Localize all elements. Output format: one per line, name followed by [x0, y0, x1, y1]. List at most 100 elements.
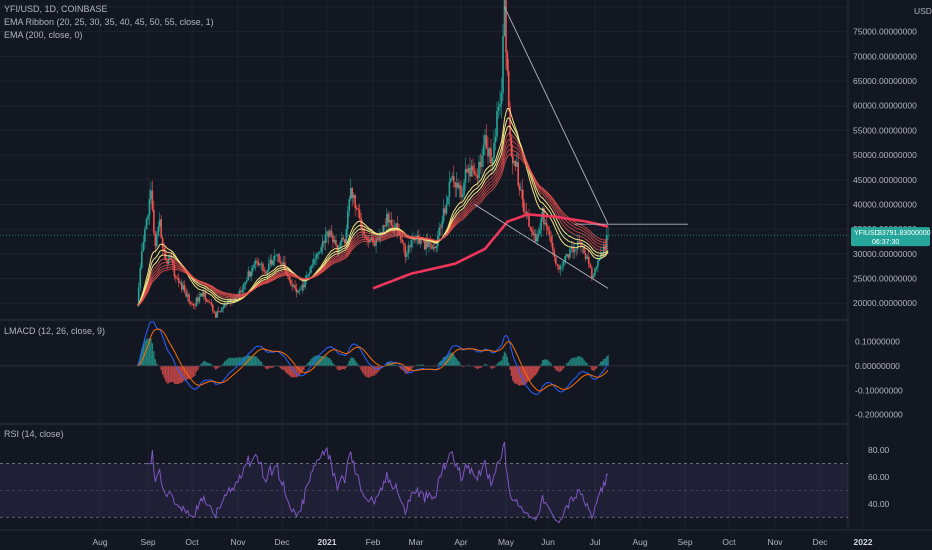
ema-ribbon-legend[interactable]: EMA Ribbon (20, 25, 30, 35, 40, 45, 50, … [4, 17, 214, 27]
lmacd-histogram-bar [475, 365, 477, 369]
candle-body [201, 293, 204, 297]
lmacd-histogram-bar [176, 365, 179, 384]
lmacd-histogram-bar [345, 365, 347, 368]
candle-body [207, 302, 210, 303]
candle-body [209, 302, 211, 303]
candle-body [244, 282, 247, 284]
lmacd-histogram-bar [528, 365, 530, 382]
candle-body [429, 242, 432, 245]
lmacd-histogram-bar [481, 365, 483, 367]
candle-body [183, 285, 186, 292]
rsi-axis[interactable]: 80.00 60.00 40.00 [868, 445, 890, 509]
candle-body [524, 211, 526, 213]
last-price-tag: YFIUSD 33791.83000000 06:37:30 [851, 227, 931, 247]
candle-body [192, 303, 195, 306]
lmacd-histogram-bar [536, 365, 538, 373]
candle-body [148, 199, 151, 216]
candle-body [452, 176, 455, 183]
lmacd-histogram-bar [390, 362, 393, 366]
lmacd-histogram-bar [163, 365, 165, 378]
candle-body [547, 226, 549, 231]
price-tick-label: 50000.00000000 [853, 150, 917, 160]
lmacd-histogram-bar [305, 364, 308, 366]
currency-label: USD [914, 6, 932, 16]
lmacd-histogram-bar [347, 364, 349, 366]
lmacd-histogram-bar [556, 365, 559, 372]
price-pane-title[interactable]: YFI/USD, 1D, COINBASE [4, 4, 108, 14]
candle-body [342, 237, 345, 240]
lmacd-histogram-bar [148, 338, 151, 366]
time-axis[interactable]: Aug Sep Oct Nov Dec 2021 Feb Mar Apr May Jun Jul Aug… [92, 537, 872, 547]
lmacd-histogram-bar [594, 365, 596, 370]
rsi-legend[interactable]: RSI (14, close) [4, 429, 64, 439]
candle-body [276, 254, 279, 256]
lmacd-histogram-bar [300, 365, 302, 374]
lmacd-histogram-bar [490, 365, 492, 369]
lmacd-histogram-bar [150, 338, 152, 366]
lmacd-legend[interactable]: LMACD (12, 26, close, 9) [4, 326, 105, 336]
candle-body [442, 208, 445, 222]
candle-body [273, 255, 276, 261]
lmacd-histogram-bar [216, 365, 218, 369]
wedge-upper-trendline[interactable] [504, 6, 609, 225]
candle-body [253, 264, 255, 269]
ema-200-legend[interactable]: EMA (200, close, 0) [4, 30, 83, 40]
lmacd-histogram-bar [222, 363, 224, 366]
candle-body [476, 175, 479, 178]
candle-body [399, 234, 402, 240]
lmacd-histogram-bar [284, 365, 286, 372]
candle-body [517, 162, 519, 186]
lmacd-histogram-bar [592, 365, 595, 371]
time-tick-label: May [498, 537, 515, 547]
lmacd-histogram-bar [304, 365, 306, 368]
candle-body [404, 245, 407, 257]
candle-body [497, 106, 500, 111]
candle-body [167, 257, 170, 264]
wedge-lower-trendline[interactable] [474, 204, 609, 289]
lmacd-histogram-bar [257, 359, 260, 366]
lmacd-histogram-bar [404, 365, 406, 374]
candle-body [461, 195, 464, 198]
lmacd-histogram-bar [502, 355, 504, 366]
candle-body [281, 263, 283, 266]
candle-body [175, 276, 177, 279]
rsi-band [0, 463, 848, 518]
candle-body [373, 242, 376, 246]
lmacd-histogram-bar [521, 365, 523, 385]
candle-body [463, 182, 465, 196]
lmacd-histogram-bar [321, 355, 324, 366]
lmacd-histogram-bar [375, 365, 377, 375]
candle-body [198, 296, 201, 302]
candle-body [304, 278, 307, 288]
lmacd-histogram-bar [279, 365, 282, 369]
candle-body [556, 263, 559, 266]
candle-body [441, 221, 443, 229]
lmacd-histogram-bar [256, 357, 258, 366]
candle-body [396, 223, 399, 232]
lmacd-histogram-bar [360, 365, 362, 371]
candle-body [295, 288, 298, 293]
lmacd-histogram-bar [192, 365, 195, 377]
lmacd-histogram-bar [558, 365, 560, 373]
lmacd-histogram-bar [535, 365, 537, 376]
ema-ribbon-50 [136, 149, 609, 307]
candle-body [428, 242, 430, 248]
candle-body [520, 189, 522, 191]
candle-body [327, 231, 330, 237]
candle-body [265, 271, 267, 274]
candle-body [339, 242, 342, 247]
lmacd-axis[interactable]: 0.10000000 0.00000000 -0.10000000 -0.200000… [855, 337, 903, 420]
lmacd-histogram-bar [324, 356, 327, 366]
lmacd-histogram-bar [358, 365, 361, 368]
lmacd-histogram-bar [235, 357, 238, 366]
lmacd-histogram-bar [485, 364, 488, 366]
candle-body [426, 239, 429, 248]
lmacd-histogram-bar [506, 357, 509, 366]
lmacd-histogram-bar [201, 362, 204, 366]
candle-body [307, 274, 309, 276]
lmacd-histogram-bar [223, 361, 226, 366]
candle-body [434, 246, 436, 249]
candle-body [422, 239, 425, 241]
